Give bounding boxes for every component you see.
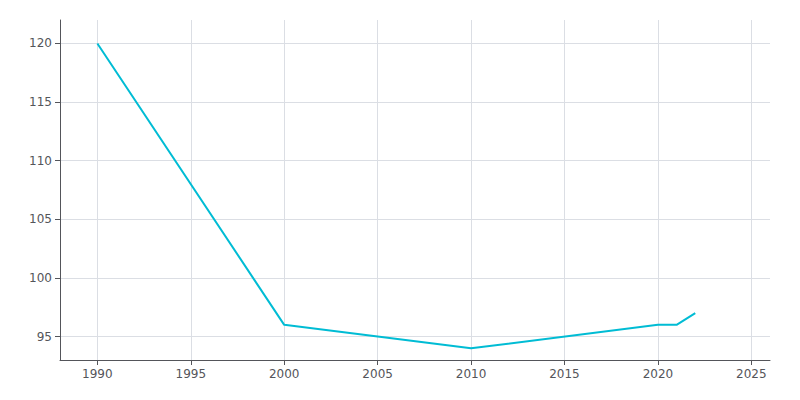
svg-text:2000: 2000	[269, 367, 300, 381]
svg-text:115: 115	[29, 95, 52, 109]
svg-text:1990: 1990	[82, 367, 113, 381]
svg-text:2010: 2010	[456, 367, 487, 381]
svg-text:2015: 2015	[549, 367, 580, 381]
svg-text:2005: 2005	[362, 367, 393, 381]
svg-text:95: 95	[37, 330, 52, 344]
svg-text:120: 120	[29, 36, 52, 50]
svg-text:1995: 1995	[176, 367, 207, 381]
svg-text:100: 100	[29, 271, 52, 285]
svg-text:110: 110	[29, 154, 52, 168]
svg-text:2020: 2020	[643, 367, 674, 381]
svg-text:105: 105	[29, 212, 52, 226]
svg-text:2025: 2025	[736, 367, 767, 381]
